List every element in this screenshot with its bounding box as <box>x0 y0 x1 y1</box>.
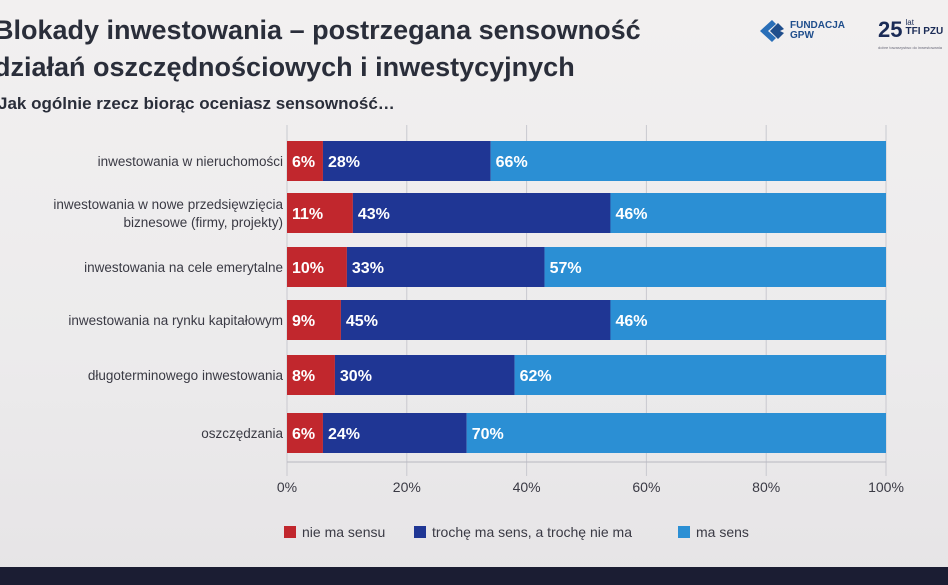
bar-segment <box>287 141 323 181</box>
bar-value-label: 6% <box>292 154 315 171</box>
gpw-logo-line-1: FUNDACJA <box>790 20 845 31</box>
legend-label: trochę ma sens, a trochę nie ma <box>432 524 632 540</box>
gpw-logo-icon <box>760 20 784 42</box>
bar-value-label: 33% <box>352 260 384 277</box>
bar-segment <box>514 355 886 395</box>
bar-value-label: 11% <box>292 206 323 223</box>
pzu-lat-label: lat <box>905 18 914 27</box>
bar-value-label: 66% <box>496 154 528 171</box>
bar-segment <box>287 300 341 340</box>
bar-segment <box>610 300 886 340</box>
legend-label: nie ma sensu <box>302 524 386 540</box>
x-tick-label: 80% <box>752 479 780 495</box>
bar-segment <box>334 355 515 395</box>
pzu-name: TFI PZU <box>905 26 944 37</box>
x-tick-label: 20% <box>393 479 421 495</box>
pzu-tagline: dobre towarzystwo do inwestowania <box>878 45 943 50</box>
bar-value-label: 6% <box>292 426 315 443</box>
x-tick-label: 100% <box>868 479 904 495</box>
title-line-2: działań oszczędnościowych i inwestycyjny… <box>0 52 575 82</box>
bar-segment <box>287 247 347 287</box>
bar-segment <box>544 247 886 287</box>
bar-value-label: 28% <box>328 154 360 171</box>
bar-segment <box>610 193 886 233</box>
title-line-1: Blokady inwestowania – postrzegana senso… <box>0 15 641 45</box>
bar-segment <box>340 300 611 340</box>
x-tick-label: 60% <box>632 479 660 495</box>
category-label: długoterminowego inwestowania <box>88 368 284 383</box>
bar-value-label: 8% <box>292 368 315 385</box>
tfi-pzu-logo: 25 lat TFI PZU dobre towarzystwo do inwe… <box>878 17 944 51</box>
category-label: inwestowania w nowe przedsięwzięcia bizne… <box>53 197 283 230</box>
bar-segment <box>352 193 611 233</box>
legend-swatch-light-blue <box>678 526 690 538</box>
bar-value-label: 45% <box>346 313 378 330</box>
bar-segment <box>287 193 353 233</box>
bar-value-label: 62% <box>520 368 552 385</box>
category-label: oszczędzania <box>201 426 283 441</box>
bar-segment <box>287 413 323 453</box>
x-tick-label: 0% <box>277 479 297 495</box>
category-label: inwestowania na rynku kapitałowym <box>68 313 283 328</box>
legend-swatch-dark-blue <box>414 526 426 538</box>
bar-value-label: 46% <box>615 313 647 330</box>
bar-value-label: 43% <box>358 206 390 223</box>
bar-segment <box>322 141 491 181</box>
legend-swatch-red <box>284 526 296 538</box>
pzu-anniversary-number: 25 <box>878 17 903 42</box>
category-label: inwestowania w nieruchomości <box>98 154 283 169</box>
bar-value-label: 57% <box>550 260 582 277</box>
legend-label: ma sens <box>696 524 749 540</box>
footer-bar <box>0 567 948 585</box>
legend-item-nie-ma-sensu: nie ma sensu <box>284 524 385 540</box>
bar-value-label: 10% <box>292 260 324 277</box>
bar-segment <box>346 247 545 287</box>
bar-value-label: 9% <box>292 313 315 330</box>
x-tick-label: 40% <box>513 479 541 495</box>
bar-segment <box>287 355 335 395</box>
legend-item-troche-ma-sens: trochę ma sens, a trochę nie ma <box>414 524 632 540</box>
bar-value-label: 46% <box>615 206 647 223</box>
fundacja-gpw-logo: FUNDACJA GPW <box>758 18 845 44</box>
bar-segment <box>490 141 886 181</box>
page-title: Blokady inwestowania – postrzegana senso… <box>0 12 641 86</box>
question-text: Jak ogólnie rzecz biorąc oceniasz sensow… <box>0 94 395 113</box>
legend-item-ma-sens: ma sens <box>678 524 749 540</box>
bar-value-label: 30% <box>340 368 372 385</box>
bar-segment <box>322 413 467 453</box>
category-label: inwestowania na cele emerytalne <box>84 260 283 275</box>
bar-segment <box>466 413 886 453</box>
bar-value-label: 70% <box>472 426 504 443</box>
bar-value-label: 24% <box>328 426 360 443</box>
gpw-logo-line-2: GPW <box>790 30 814 41</box>
